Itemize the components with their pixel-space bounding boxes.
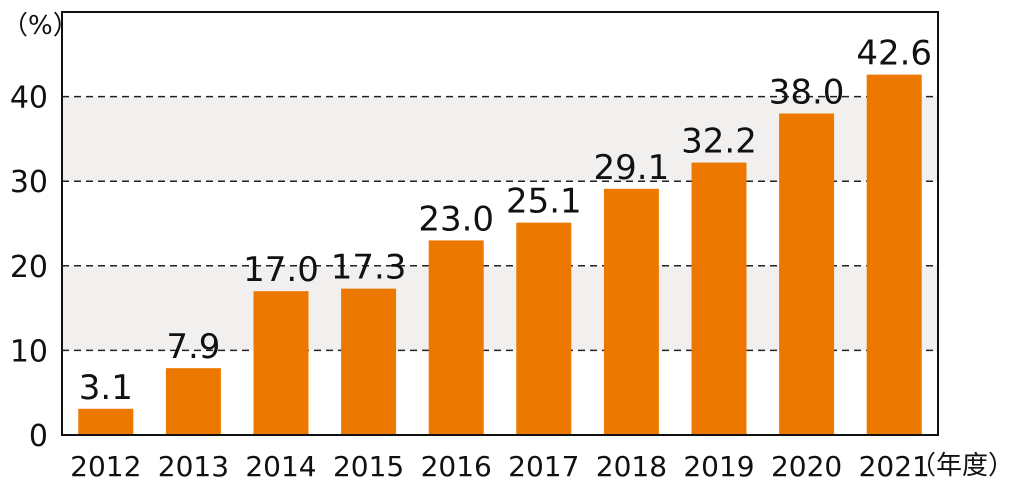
y-tick-label: 30 [10,165,48,200]
y-tick-label: 0 [29,419,48,454]
bar-2018 [603,188,659,435]
x-tick-label: 2018 [596,450,667,481]
y-axis-ticks: 0 10 20 30 40 [10,81,48,454]
bar-2016 [428,240,484,435]
x-tick-label: 2012 [70,450,141,481]
y-axis-unit-label: （%） [2,11,79,41]
y-tick-label: 10 [10,334,48,369]
data-label-2018: 29.1 [594,148,670,188]
x-tick-label: 2015 [333,450,404,481]
data-labels: 3.1 7.9 17.0 17.3 23.0 25.1 29.1 32.2 38.0 42.6 [79,34,932,408]
x-tick-label: 2021 [859,450,930,481]
x-tick-label: 2013 [158,450,229,481]
y-tick-label: 20 [10,250,48,285]
bar-2012 [78,408,134,435]
bar-2015 [341,288,397,435]
x-tick-label: 2020 [771,450,842,481]
bar-2021 [866,74,922,435]
grid-lines [62,95,938,352]
x-tick-label: 2016 [421,450,492,481]
data-label-2014: 17.0 [243,250,319,290]
x-tick-label: 2019 [683,450,754,481]
bar-2019 [691,162,747,435]
y-tick-label: 40 [10,81,48,116]
x-tick-label: 2014 [245,450,316,481]
bar-2017 [516,222,572,435]
plot-frame [61,11,939,436]
data-label-2013: 7.9 [166,327,220,367]
data-label-2019: 32.2 [681,122,757,162]
bars [78,74,922,436]
data-label-2016: 23.0 [418,199,494,239]
bar-2020 [779,113,835,436]
data-label-2017: 25.1 [506,182,582,222]
x-axis-ticks: 2012 2013 2014 2015 2016 2017 2018 2019 2020 2021 [70,450,930,481]
bar-2013 [165,368,221,435]
x-axis-unit-label: （年度） [910,451,1014,481]
data-label-2012: 3.1 [79,368,133,408]
x-tick-label: 2017 [508,450,579,481]
bar-2014 [253,291,309,435]
data-label-2021: 42.6 [856,34,932,74]
data-label-2015: 17.3 [331,248,407,288]
data-label-2020: 38.0 [769,73,845,113]
